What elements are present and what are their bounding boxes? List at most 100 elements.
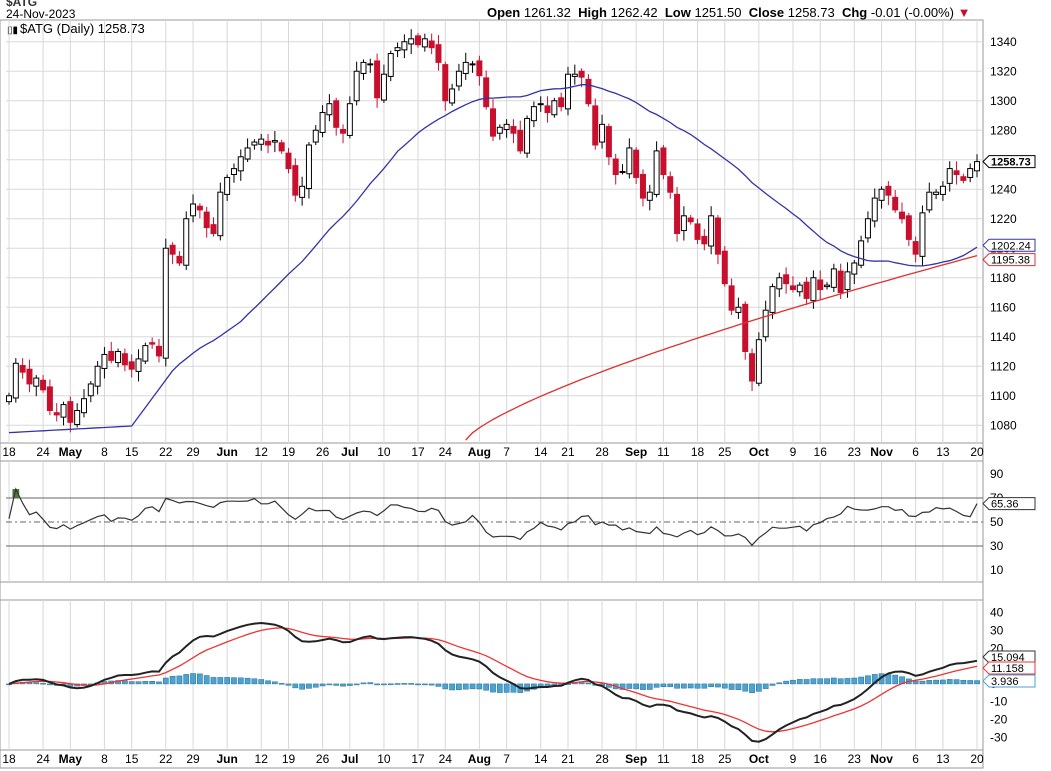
macd-histogram-bar [210, 677, 217, 685]
macd-tick-label: 30 [990, 623, 1004, 637]
candle-body [128, 361, 135, 370]
x-tick-label: 7 [503, 752, 510, 766]
candle-body [155, 345, 162, 357]
x-tick-label: Aug [468, 445, 491, 459]
macd-histogram-bar [674, 683, 680, 689]
macd-histogram-bar [619, 683, 626, 690]
macd-histogram-bar [626, 683, 633, 689]
macd-histogram-bar [735, 683, 742, 691]
candle-body [864, 218, 871, 239]
candle-body [878, 188, 885, 201]
macd-histogram-bar [919, 680, 926, 685]
macd-histogram-bar [149, 681, 156, 685]
candle-body [496, 126, 503, 134]
macd-histogram-bar [367, 682, 374, 685]
x-tick-label: 18 [691, 445, 705, 459]
x-tick-label: 10 [377, 445, 391, 459]
macd-tick-label: -20 [990, 713, 1008, 727]
x-tick-label: Nov [870, 445, 893, 459]
macd-histogram-bar [122, 680, 128, 685]
macd-histogram-bar [653, 683, 660, 688]
macd-histogram-bar [769, 683, 776, 686]
macd-histogram-bar [790, 679, 796, 685]
macd-histogram-bar [721, 683, 728, 689]
candle-body [401, 41, 408, 51]
candle-body [612, 158, 619, 175]
rsi-tick-label: 90 [990, 467, 1004, 481]
macd-histogram-bar [844, 678, 851, 685]
candle-body [326, 103, 333, 116]
candle-body [626, 147, 633, 175]
rsi-line [8, 487, 978, 547]
candle-body [687, 217, 694, 223]
macd-histogram-bar [817, 678, 824, 685]
macd-histogram-bar [306, 683, 312, 689]
macd-histogram-bar [47, 683, 53, 686]
macd-histogram-bar [960, 679, 967, 685]
macd-histogram-bar [824, 678, 830, 685]
x-tick-label: 25 [718, 445, 732, 459]
x-tick-label: 6 [912, 445, 919, 459]
macd-histogram-bar [394, 683, 401, 685]
ma50-line [8, 84, 978, 434]
macd-tag: 15.094 [991, 652, 1025, 664]
candle-body [674, 193, 681, 235]
candle-body [19, 365, 26, 373]
candle-body [892, 196, 899, 211]
x-tick-label: 9 [790, 445, 797, 459]
last-price-tag: 1258.73 [991, 157, 1031, 169]
candle-body [749, 353, 756, 382]
macd-histogram-bar [946, 679, 953, 685]
candle-body [176, 255, 183, 264]
macd-histogram-bar [442, 683, 449, 690]
candle-body [735, 306, 742, 313]
candle-body [830, 268, 837, 288]
x-tick-label: 18 [2, 752, 16, 766]
x-tick-label: 22 [159, 445, 173, 459]
candle-body [605, 126, 612, 158]
signal-tag: 11.158 [991, 663, 1024, 675]
macd-histogram-bar [272, 681, 278, 685]
candle-body [714, 217, 721, 255]
x-tick-label: 19 [282, 445, 296, 459]
candle-body [319, 112, 326, 133]
candle-body [224, 176, 231, 195]
x-tick-label: 16 [814, 445, 828, 459]
macd-histogram-bar [360, 682, 367, 685]
macd-histogram-bar [837, 678, 844, 685]
x-tick-label: 12 [255, 752, 269, 766]
candle-body [12, 362, 19, 399]
macd-histogram-bar [742, 683, 749, 692]
candle-body [94, 365, 101, 387]
candle-body [237, 156, 244, 172]
candle-body [476, 60, 483, 77]
macd-histogram-bar [694, 683, 701, 689]
candle-body [871, 197, 878, 222]
candle-body [796, 284, 803, 293]
candle-body [571, 73, 578, 77]
candle-body [564, 73, 571, 110]
macd-histogram-bar [190, 673, 196, 685]
candle-body [46, 386, 53, 411]
price-panel-label: ▯▮ $ATG (Daily) 1258.73 [7, 21, 145, 36]
candle-body [87, 383, 94, 397]
macd-histogram-bar [6, 683, 12, 686]
macd-histogram-bar [244, 677, 251, 685]
x-tick-label: 13 [936, 752, 950, 766]
macd-histogram-bar [687, 683, 694, 689]
candle-body [312, 129, 319, 143]
x-tick-label: 12 [255, 445, 269, 459]
macd-histogram-bar [967, 680, 974, 685]
macd-histogram-bar [346, 683, 353, 686]
macd-histogram-bar [749, 683, 755, 694]
candle-body [203, 211, 210, 229]
candle-body [599, 123, 606, 143]
candle-body [108, 351, 115, 361]
panel-frame [0, 19, 984, 444]
rsi-tick-label: 30 [990, 539, 1004, 553]
macd-histogram-bar [408, 683, 415, 685]
candle-body [789, 285, 796, 291]
x-tick-label: Oct [749, 752, 769, 766]
macd-histogram-bar [476, 683, 483, 690]
candle-body [769, 286, 776, 313]
